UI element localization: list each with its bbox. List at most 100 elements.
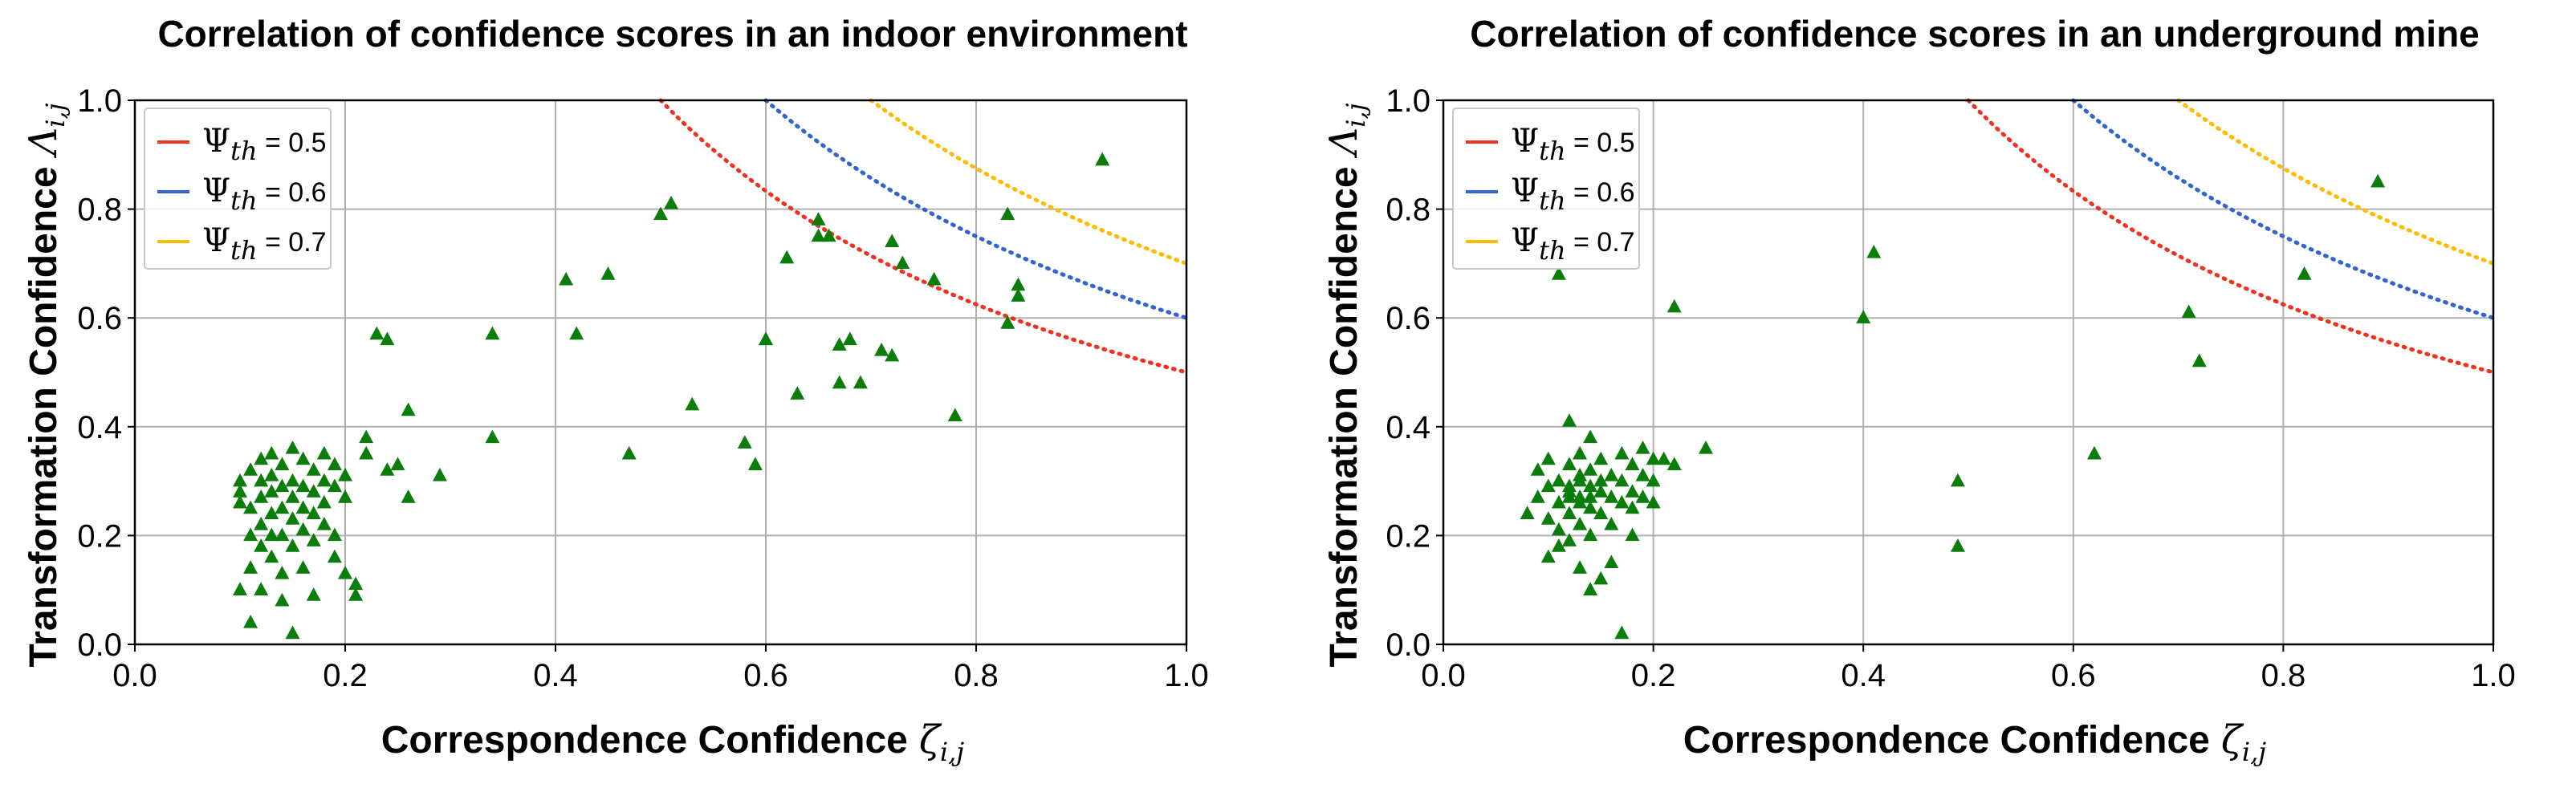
data-point [885,234,900,248]
legend-symbol: Ψ [202,173,230,209]
threshold-curves [1966,98,2496,375]
legend-label: Ψth = 0.5 [1511,123,1635,166]
data-point [1561,478,1577,493]
legend-subscript: th [230,136,257,166]
data-point [1625,484,1640,498]
data-point [1573,560,1588,574]
legend-value: = 0.5 [1566,128,1635,158]
x-tick-label: 0.4 [533,658,578,693]
data-point [1540,451,1556,465]
data-point [1625,527,1640,542]
data-point [316,494,332,509]
data-point [1583,489,1598,503]
data-point [359,445,374,460]
data-points [1520,173,2386,640]
y-tick-label: 0.4 [1386,410,1430,445]
data-point [664,195,679,209]
data-point [1614,473,1630,487]
data-point [233,494,247,509]
legend-subscript: th [230,235,257,266]
data-point [1614,625,1630,640]
data-point [264,484,279,498]
data-point [1573,445,1588,460]
legend-label: Ψth = 0.7 [1511,222,1635,266]
data-point [264,527,279,542]
data-point [1573,516,1588,530]
data-point [285,441,300,454]
data-point [285,625,300,640]
data-point [1593,484,1609,498]
data-point [1561,506,1577,520]
data-points [233,152,1110,640]
legend-box [1452,108,1640,270]
data-point [306,587,321,601]
y-tick-label: 1.0 [1386,83,1430,119]
data-point [1950,473,1965,487]
legend-symbol: Ψ [1511,222,1539,259]
data-point [233,473,247,487]
data-point [1635,489,1650,503]
data-point [432,467,447,481]
legend-value: = 0.5 [258,128,327,158]
data-point [1593,506,1609,520]
data-point [600,266,616,280]
data-point [1583,462,1598,476]
data-point [243,462,258,476]
y-tick-label: 0.6 [77,301,122,336]
data-point [1561,489,1577,503]
plot-frame [133,99,1188,646]
y-tick-label: 0.4 [77,410,122,445]
data-point [821,228,836,242]
y-tick-label: 0.6 [1386,301,1430,336]
threshold-curve [2071,98,2496,320]
data-point [1561,457,1577,471]
data-point [1666,457,1682,471]
data-point [306,462,321,476]
legend-label: Ψth = 0.5 [202,123,327,166]
data-point [1573,467,1588,481]
data-point [1095,152,1110,166]
data-point [295,500,311,514]
data-point [275,457,290,471]
data-point [1583,478,1598,493]
data-point [759,331,773,346]
data-point [1530,462,1545,476]
legend-symbol: Ψ [1511,173,1539,209]
data-point [1540,549,1556,563]
threshold-curve [1966,98,2496,375]
tick-labels: 0.0 0.2 0.4 0.6 0.8 1.0 0.0 0.2 0.4 0.6 0.8 1.0 [77,83,1208,693]
data-point [1604,554,1619,569]
data-point [737,435,752,449]
legend-symbol: Ψ [202,123,230,160]
data-point [1593,473,1609,487]
x-tick-label: 0.8 [2261,658,2306,693]
legend-subscript: th [230,185,257,216]
data-point [275,565,290,579]
chart-indoor: Correlation of confidence scores in an i… [21,13,1209,767]
data-point [390,457,405,471]
data-point [1614,494,1630,509]
y-axis-title: Transformation ConfidenceΛi,j [1321,103,1371,667]
data-point [295,560,311,574]
data-point [306,533,321,546]
data-point [1583,429,1598,444]
data-point [1583,500,1598,514]
data-point [1011,277,1026,291]
y-tick-label: 0.8 [1386,193,1430,228]
data-point [285,538,300,552]
data-point [2086,445,2102,460]
data-point [369,326,385,340]
data-point [1656,451,1671,465]
legend-value: = 0.7 [258,227,327,258]
data-point [285,511,300,525]
x-tick-label: 0.8 [954,658,999,693]
data-point [1866,244,1882,258]
legend-label: Ψth = 0.7 [202,222,327,266]
data-point [1551,522,1566,536]
data-point [243,500,258,514]
y-tick-label: 0.0 [1386,628,1430,663]
x-axis-title: Correspondence Confidence ζi,j [1683,717,2267,767]
x-axis-title: Correspondence Confidence ζi,j [381,717,965,767]
